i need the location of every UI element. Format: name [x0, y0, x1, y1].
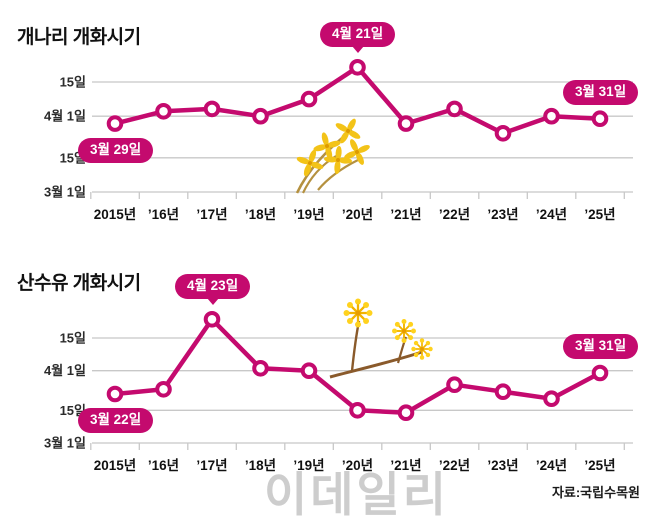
forsythia-illustration — [292, 111, 376, 194]
y-axis-label: 4월 1일 — [44, 363, 86, 378]
data-point — [300, 362, 318, 380]
y-axis-label: 3월 1일 — [44, 436, 86, 451]
x-axis-label: ’23년 — [487, 207, 518, 222]
data-point — [252, 107, 269, 125]
data-point — [155, 103, 172, 120]
y-axis-label: 15일 — [60, 331, 86, 346]
x-axis-label: ’22년 — [439, 458, 470, 473]
x-axis-label: 2015년 — [94, 458, 136, 473]
annotation-badge: 3월 31일 — [563, 334, 639, 359]
annotation-badge: 3월 29일 — [78, 138, 154, 163]
data-point — [397, 115, 415, 132]
x-axis-label: ’21년 — [390, 207, 421, 222]
x-axis-label: ’22년 — [439, 207, 470, 222]
x-axis-label: ’17년 — [196, 207, 227, 222]
data-point — [106, 115, 124, 132]
x-axis-label: ’18년 — [245, 207, 276, 222]
x-axis-label: 2015년 — [94, 207, 136, 222]
badge-pointer-icon — [351, 45, 364, 53]
annotation-badge: 3월 31일 — [563, 80, 639, 105]
chart-title-forsythia: 개나리 개화시기 — [17, 27, 141, 48]
data-point — [106, 385, 124, 403]
sansuyu-illustration — [329, 297, 434, 379]
badge-pointer-icon — [206, 297, 219, 305]
data-point — [591, 110, 609, 127]
x-axis-label: ’17년 — [196, 458, 227, 473]
chart-title-sansuyu: 산수유 개화시기 — [17, 273, 141, 294]
x-axis-label: ’19년 — [293, 458, 324, 473]
x-axis-label: ’16년 — [148, 207, 179, 222]
annotation-badge: 4월 23일 — [175, 274, 251, 305]
data-point — [446, 376, 463, 394]
x-axis-label: ’24년 — [536, 458, 567, 473]
x-axis-label: ’25년 — [584, 207, 615, 222]
data-point — [300, 90, 318, 108]
data-point — [543, 107, 560, 125]
data-point — [252, 360, 269, 377]
x-axis-label: ’20년 — [342, 458, 373, 473]
x-axis-label: ’19년 — [293, 207, 324, 222]
data-point — [155, 381, 172, 398]
data-point — [203, 100, 221, 118]
x-axis-label: ’18년 — [245, 458, 276, 473]
x-axis-label: ’20년 — [342, 207, 373, 222]
annotation-badge: 4월 21일 — [320, 22, 396, 53]
y-axis-label: 4월 1일 — [44, 109, 86, 124]
y-axis-label: 3월 1일 — [44, 185, 86, 200]
y-axis-label: 15일 — [60, 75, 86, 90]
watermark: 이데일리 — [264, 468, 449, 516]
data-point — [349, 402, 366, 419]
x-axis-label: ’21년 — [390, 458, 421, 473]
data-point — [203, 311, 221, 328]
data-point — [591, 364, 609, 382]
x-axis-label: ’25년 — [584, 458, 615, 473]
x-axis-label: ’24년 — [536, 207, 567, 222]
annotation-badge: 3월 22일 — [78, 408, 154, 433]
data-point — [349, 59, 366, 76]
source-credit: 자료:국립수목원 — [551, 485, 640, 500]
data-point — [494, 383, 512, 401]
x-axis-label: ’23년 — [487, 458, 518, 473]
data-point — [494, 125, 512, 142]
data-point — [397, 404, 415, 422]
data-point — [446, 100, 463, 118]
data-point — [543, 390, 560, 408]
x-axis-label: ’16년 — [148, 458, 179, 473]
